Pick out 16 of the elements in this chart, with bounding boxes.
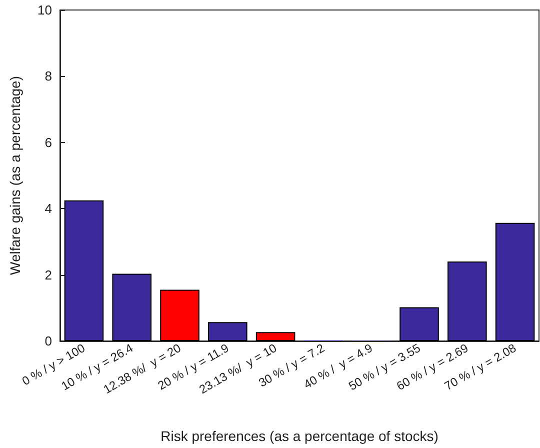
bar — [64, 200, 104, 341]
y-tick-label: 10 — [38, 2, 52, 18]
bar — [495, 222, 535, 341]
y-tick-label: 2 — [44, 267, 52, 282]
x-axis-title: Risk preferences (as a percentage of stocks) — [160, 428, 438, 444]
bar — [448, 262, 487, 341]
bar — [256, 332, 296, 341]
y-tick-label: 8 — [44, 68, 52, 84]
bar — [112, 274, 152, 341]
y-tick-label: 4 — [44, 201, 52, 216]
bar — [208, 322, 248, 341]
y-tick-label: 6 — [44, 134, 52, 150]
bar — [160, 290, 200, 341]
bar — [400, 307, 439, 341]
y-axis-title: Welfare gains (as a percentage) — [7, 76, 23, 275]
y-tick-label: 0 — [44, 334, 52, 348]
